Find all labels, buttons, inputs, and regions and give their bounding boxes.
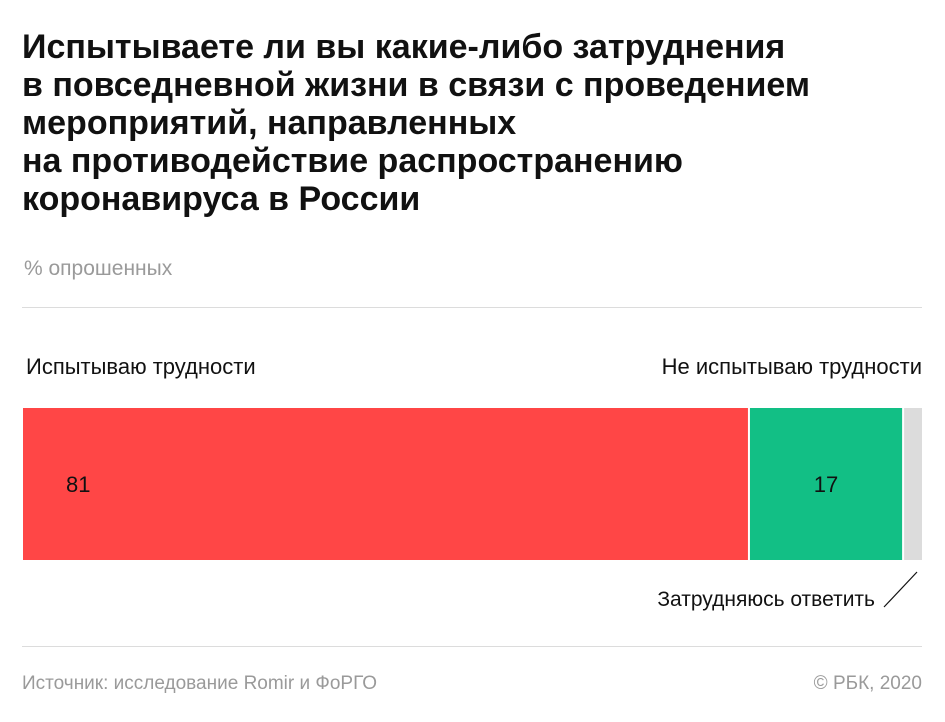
source-note: Источник: исследование Romir и ФоРГО [22,673,378,694]
copyright: © РБК, 2020 [813,673,922,694]
title-line: в повседневной жизни в связи с проведени… [22,66,811,104]
bar-value-label-no-difficulties: 17 [814,472,838,497]
category-label-no-difficulties: Не испытываю трудности [661,354,922,379]
top-divider [22,307,922,308]
bar-value-label-difficulties: 81 [66,472,90,497]
bottom-divider [22,646,922,647]
chart-subtitle: % опрошенных [24,257,173,280]
bar-segment-no-difficulties [749,408,903,560]
bar-segment-difficulties [23,408,748,560]
category-label-difficulties: Испытываю трудности [26,354,256,379]
bar-segment-undecided [904,408,922,560]
title-line: коронавируса в России [22,180,421,218]
title-line: на противодействие распространению [22,142,683,180]
chart-title: Испытываете ли вы какие-либо затруднения… [22,28,922,218]
undecided-leader-line [883,571,918,608]
title-line: Испытываете ли вы какие-либо затруднения [22,28,786,66]
title-line: мероприятий, направленных [22,104,517,142]
undecided-note: Затрудняюсь ответить [657,588,875,611]
